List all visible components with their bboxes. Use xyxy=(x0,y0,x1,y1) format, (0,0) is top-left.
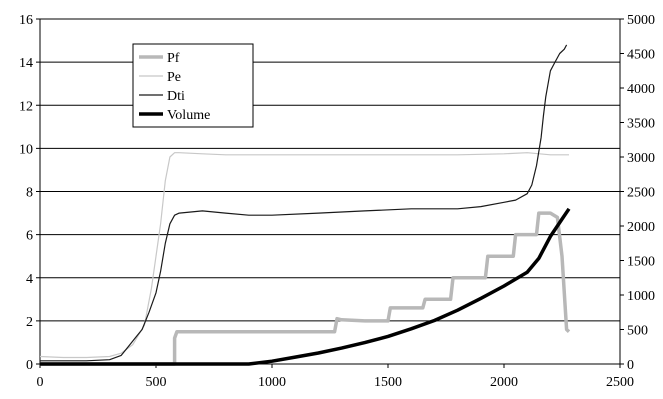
y2-tick-label: 1500 xyxy=(627,255,655,270)
y2-tick-label: 2500 xyxy=(627,186,655,201)
x-tick-label: 2000 xyxy=(490,375,518,390)
y2-tick-label: 4500 xyxy=(627,48,655,63)
y-tick-label: 16 xyxy=(19,13,33,28)
y2-tick-label: 4000 xyxy=(627,82,655,97)
y2-tick-label: 3000 xyxy=(627,151,655,166)
y-tick-label: 8 xyxy=(26,186,33,201)
gridlines xyxy=(40,18,620,365)
legend: Pf Pe Dti Volume xyxy=(132,43,254,128)
x-tick-label: 500 xyxy=(146,375,167,390)
y2-tick-label: 500 xyxy=(627,324,648,339)
x-tick-label: 1500 xyxy=(374,375,402,390)
y-tick-label: 6 xyxy=(26,229,33,244)
y-tick-label: 0 xyxy=(26,358,33,373)
y2-tick-label: 0 xyxy=(627,358,634,373)
legend-label-pe: Pe xyxy=(167,70,181,85)
legend-label-dti: Dti xyxy=(167,89,185,104)
x-tick-label: 2500 xyxy=(606,375,634,390)
y-tick-label: 10 xyxy=(19,142,33,157)
y2-tick-label: 5000 xyxy=(627,13,655,28)
x-tick-label: 1000 xyxy=(258,375,286,390)
y-tick-label: 4 xyxy=(26,272,33,287)
x-tick-label: 0 xyxy=(37,375,44,390)
y2-tick-label: 3500 xyxy=(627,117,655,132)
legend-label-volume: Volume xyxy=(167,108,210,123)
y2-tick-label: 1000 xyxy=(627,289,655,304)
axes: 0 2 4 6 8 10 12 14 16 0 500 1000 1500 2000 2500 3000 350… xyxy=(19,13,655,390)
series-line-dti xyxy=(40,44,568,362)
y-tick-label: 2 xyxy=(26,315,33,330)
series-line-pf xyxy=(40,211,571,366)
series-line-volume xyxy=(40,207,571,366)
y2-tick-label: 2000 xyxy=(627,220,655,235)
y-tick-label: 12 xyxy=(19,99,33,114)
y-tick-label: 14 xyxy=(19,56,33,71)
legend-label-pf: Pf xyxy=(167,51,180,66)
series-line-pe xyxy=(39,152,569,359)
series-lines xyxy=(39,44,571,366)
